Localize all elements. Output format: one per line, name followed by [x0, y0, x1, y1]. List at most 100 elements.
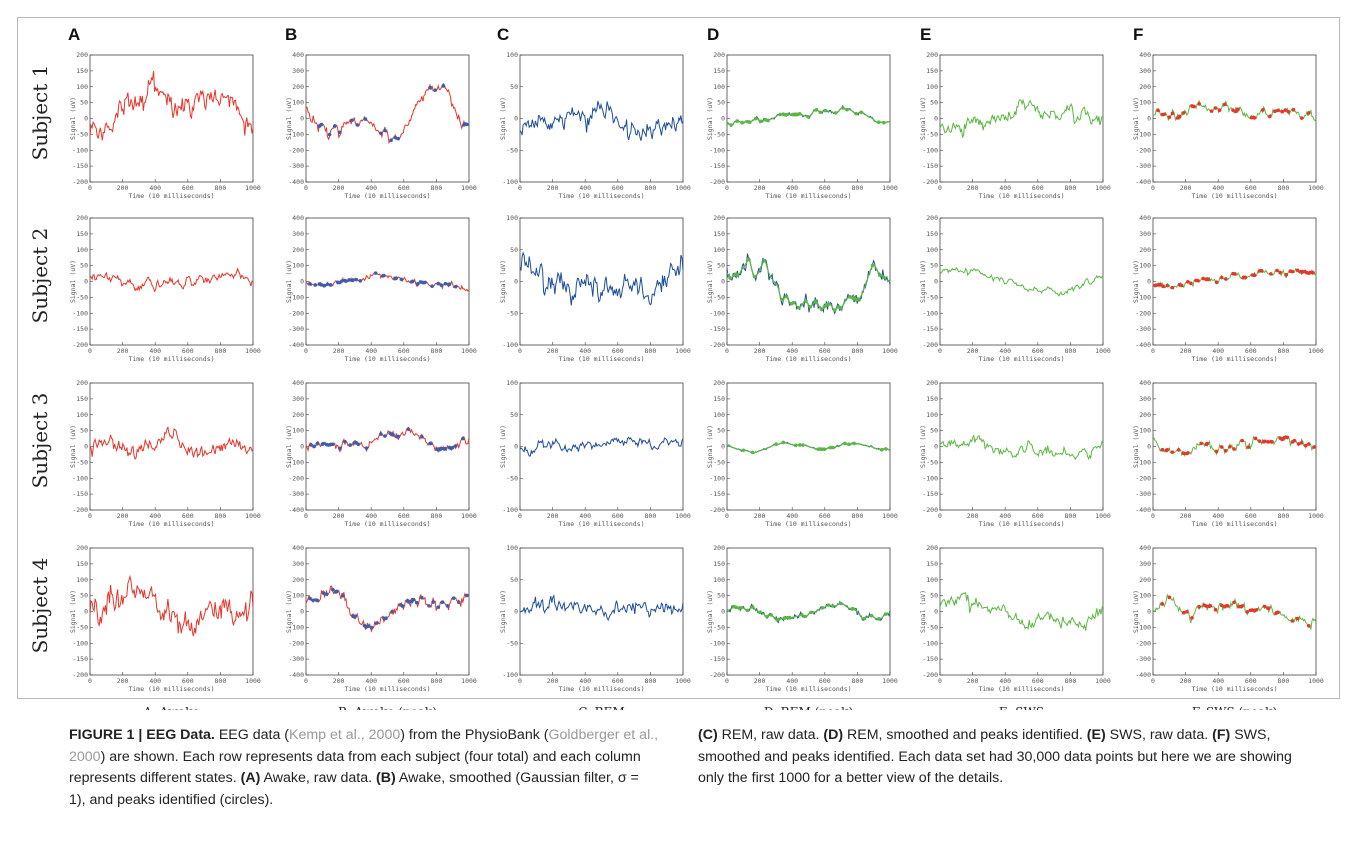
y-tick-label: -50	[713, 130, 725, 138]
peak-marker	[453, 284, 458, 289]
peak-marker	[857, 297, 862, 302]
x-tick-label: 0	[1151, 512, 1155, 520]
y-tick-label: 100	[926, 83, 938, 91]
peak-marker	[876, 617, 881, 621]
column-caption-e: E. SWS	[999, 705, 1044, 710]
x-axis-label: Time (10 milliseconds)	[1191, 192, 1277, 200]
signal-line-c3	[519, 436, 684, 457]
x-axis-label: Time (10 milliseconds)	[344, 192, 430, 200]
x-tick-label: 1000	[882, 184, 898, 192]
x-tick-label: 800	[1278, 677, 1290, 685]
peak-marker	[1267, 606, 1271, 610]
peak-marker	[1181, 610, 1186, 615]
peak-marker	[838, 306, 843, 310]
y-tick-label: 0	[1147, 608, 1151, 616]
peak-marker	[383, 434, 387, 438]
caption-text: REM, smoothed and peaks identified.	[843, 727, 1087, 743]
caption-text: ) from the PhysioBank (	[400, 727, 549, 743]
x-tick-label: 200	[333, 347, 345, 355]
peak-marker	[1219, 275, 1224, 280]
peak-marker	[436, 281, 441, 286]
y-axis-label: Signal (uV)	[69, 590, 77, 633]
peak-marker	[1219, 445, 1224, 449]
peak-marker	[1266, 440, 1270, 444]
y-tick-label: 100	[926, 576, 938, 584]
peak-marker	[801, 443, 805, 447]
y-tick-label: 0	[300, 115, 304, 123]
y-tick-label: -200	[709, 506, 725, 514]
y-tick-label: 100	[506, 214, 518, 222]
panel-letter-a: A	[68, 25, 80, 44]
peak-marker	[338, 446, 342, 451]
x-tick-label: 1000	[675, 677, 691, 685]
y-tick-label: -100	[922, 474, 938, 482]
peak-marker	[1165, 447, 1170, 452]
x-tick-label: 0	[938, 512, 942, 520]
peak-marker	[1254, 607, 1259, 612]
peak-marker	[884, 447, 888, 451]
x-tick-label: 600	[612, 184, 624, 192]
y-tick-label: -50	[76, 293, 88, 301]
peak-marker	[1161, 284, 1166, 289]
y-tick-label: -100	[288, 293, 304, 301]
x-tick-label: 200	[547, 677, 559, 685]
x-tick-label: 1000	[461, 184, 477, 192]
x-tick-label: 200	[754, 347, 766, 355]
y-tick-label: 300	[292, 560, 304, 568]
y-tick-label: -100	[72, 639, 88, 647]
y-tick-label: -50	[926, 293, 938, 301]
peak-marker	[741, 448, 746, 453]
y-tick-label: 0	[84, 115, 88, 123]
y-tick-label: 100	[292, 427, 304, 435]
peak-marker	[797, 443, 802, 447]
peak-marker	[330, 442, 335, 447]
y-tick-label: 400	[292, 51, 304, 59]
peak-marker	[1285, 435, 1290, 440]
column-caption-b: B. Awake (peak)	[338, 705, 437, 710]
peak-marker	[759, 119, 763, 124]
x-tick-label: 0	[88, 512, 92, 520]
x-tick-label: 200	[1180, 347, 1192, 355]
x-tick-label: 600	[182, 184, 194, 192]
signal-line-f4	[1152, 594, 1317, 631]
peak-marker	[456, 600, 461, 605]
y-tick-label: -400	[1135, 671, 1151, 679]
peak-marker	[324, 592, 329, 596]
peak-marker	[1240, 604, 1244, 608]
peak-marker	[439, 446, 444, 451]
peak-marker	[406, 427, 411, 432]
peak-marker	[1189, 281, 1193, 286]
x-tick-label: 800	[431, 347, 443, 355]
peak-marker	[1177, 114, 1182, 119]
peak-marker	[350, 118, 354, 123]
y-tick-label: -200	[72, 506, 88, 514]
y-tick-label: 0	[84, 443, 88, 451]
y-tick-label: 100	[1139, 427, 1151, 435]
caption-reference-kemp[interactable]: Kemp et al., 2000	[289, 727, 401, 743]
peak-marker	[852, 295, 856, 300]
peak-marker	[1186, 451, 1190, 455]
peak-marker	[852, 441, 856, 446]
peak-marker	[818, 110, 823, 115]
peak-marker	[1273, 109, 1277, 114]
y-tick-label: 400	[1139, 544, 1151, 552]
x-tick-label: 0	[725, 677, 729, 685]
x-tick-label: 400	[999, 677, 1011, 685]
panel-letter-b: B	[285, 25, 297, 44]
caption-reference-goldberger[interactable]: Goldberger et al., 2000	[69, 727, 659, 765]
plot-axes-e2	[939, 217, 1104, 346]
y-tick-label: 0	[1147, 115, 1151, 123]
column-caption-c: C. REM	[578, 705, 624, 710]
y-tick-label: 50	[510, 411, 518, 419]
x-tick-label: 0	[304, 184, 308, 192]
x-tick-label: 0	[304, 512, 308, 520]
x-axis-label: Time (10 milliseconds)	[978, 192, 1064, 200]
peak-marker	[341, 593, 345, 598]
x-tick-label: 600	[819, 184, 831, 192]
x-tick-label: 200	[967, 347, 979, 355]
peak-marker	[347, 278, 351, 282]
peak-marker	[1214, 449, 1219, 454]
y-tick-label: 150	[926, 395, 938, 403]
peak-marker	[379, 432, 383, 436]
peak-marker	[312, 444, 317, 449]
